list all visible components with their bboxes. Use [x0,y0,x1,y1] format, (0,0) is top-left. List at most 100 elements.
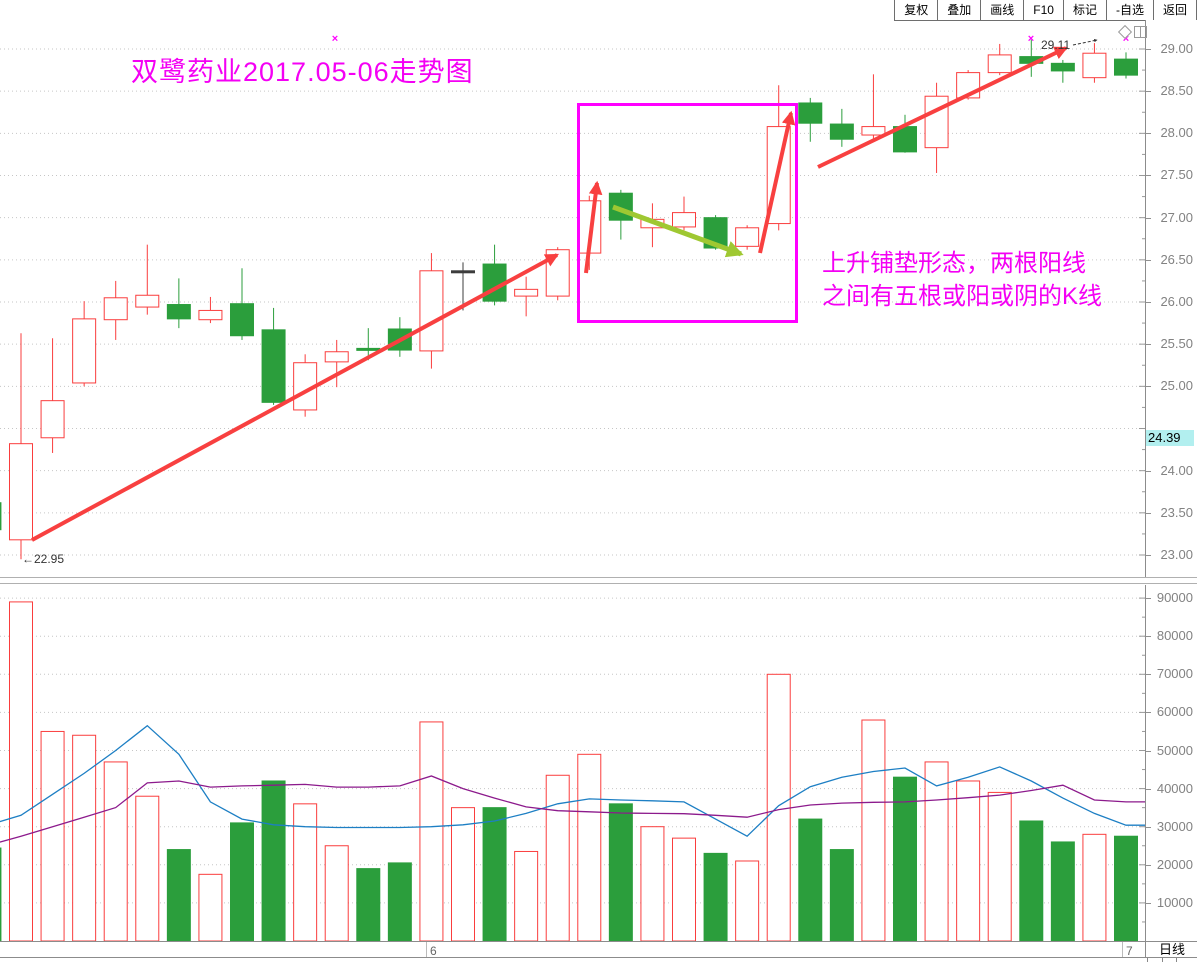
volume-axis-tick [1146,598,1151,600]
volume-bar[interactable] [387,862,412,941]
price-axis-tick [1146,301,1151,303]
month-label: 6 [430,944,437,958]
volume-bar[interactable] [956,780,981,941]
pattern-note-line1: 上升铺垫形态，两根阳线 [822,250,1086,277]
volume-bar[interactable] [608,803,633,941]
volume-bar[interactable] [482,807,507,941]
volume-bar[interactable] [135,795,160,941]
volume-bar[interactable] [703,852,728,941]
volume-bar[interactable] [1019,820,1044,941]
candle-body[interactable] [72,318,97,384]
candle-body[interactable] [40,400,65,439]
candle-body[interactable] [798,102,823,124]
price-axis-label: 25.00 [1160,378,1193,394]
volume-bar[interactable] [766,673,791,941]
toolbar-button-drawline[interactable]: 画线 [980,0,1024,21]
anchor-x-mark: × [331,33,339,45]
volume-bar[interactable] [640,826,665,941]
price-axis-tick [1146,49,1151,50]
volume-bar[interactable] [0,847,2,941]
volume-bar[interactable] [103,761,128,941]
toolbar-button-watchlist[interactable]: -自选 [1105,0,1153,21]
pattern-highlight-box [577,103,798,323]
price-axis-label: 27.50 [1160,167,1193,183]
low-price-label: ←22.95 [22,552,65,566]
volume-bar[interactable] [987,791,1012,941]
toolbar-button-overlay[interactable]: 叠加 [937,0,981,21]
candle-body[interactable] [198,309,223,321]
toolbar-button-back[interactable]: 返回 [1152,0,1197,21]
volume-bar[interactable] [72,734,97,941]
volume-bar[interactable] [261,780,286,941]
volume-bar[interactable] [40,730,65,941]
volume-axis-tick [1146,636,1151,638]
price-axis-label: 28.00 [1160,125,1193,141]
volume-bar[interactable] [671,837,696,941]
candle-body[interactable] [261,329,286,403]
volume-ma-long-line [0,775,1145,846]
price-axis-tick [1146,554,1151,556]
candle-body[interactable] [1113,58,1138,76]
price-axis-label: 26.00 [1160,293,1193,309]
candle-body[interactable] [1050,62,1075,72]
candle-body[interactable] [987,54,1012,74]
candle-body[interactable] [9,443,33,541]
split-window-icon[interactable] [1134,26,1147,38]
price-pane[interactable] [0,20,1145,577]
volume-axis: 90000 80000 70000 60000 50000 40000 30000 20000… [1145,585,1197,941]
price-axis-tick [1146,470,1151,472]
candle-body[interactable] [829,123,854,140]
volume-bar[interactable] [861,719,886,941]
volume-bar[interactable] [735,860,760,941]
volume-bar[interactable] [829,849,854,941]
pane-divider[interactable] [0,577,1197,584]
volume-bar[interactable] [577,753,602,941]
pattern-note-line2: 之间有五根或阳或阴的K线 [822,283,1103,310]
volume-bar[interactable] [9,601,33,941]
candle-body[interactable] [0,502,2,531]
volume-bar[interactable] [924,761,949,941]
candle-body[interactable] [1082,52,1107,79]
candle-body[interactable] [861,126,886,136]
volume-bar[interactable] [324,845,349,941]
volume-bar[interactable] [419,721,444,941]
candle-body[interactable] [671,212,696,228]
strip-tick [1162,958,1163,962]
candle-body[interactable] [514,288,539,297]
strip-tick [1176,958,1177,962]
volume-axis-tick [1146,864,1151,866]
price-axis-tick [1146,133,1151,135]
candle-body[interactable] [450,270,475,274]
candle-body[interactable] [356,347,381,351]
volume-bar[interactable] [166,849,191,941]
volume-bar[interactable] [1082,833,1107,941]
volume-bar[interactable] [1113,835,1138,941]
trend-arrow [584,180,603,274]
candle-body[interactable] [166,304,191,320]
volume-bar[interactable] [1050,841,1075,941]
toolbar-button-fuquan[interactable]: 复权 [894,0,938,21]
volume-bar[interactable] [293,803,318,941]
volume-bar[interactable] [798,818,823,941]
anchor-x-mark: × [1122,33,1130,45]
volume-bar[interactable] [229,822,254,941]
volume-pane[interactable] [0,585,1145,941]
toolbar-button-f10[interactable]: F10 [1023,0,1063,21]
candle-body[interactable] [324,351,349,363]
volume-axis-label: 20000 [1156,856,1193,872]
price-axis-tick [1146,217,1151,219]
candle-body[interactable] [924,95,949,149]
period-selector[interactable]: 日线 [1145,942,1197,957]
volume-bar[interactable] [198,873,223,941]
candle-body[interactable] [419,270,444,352]
price-axis: 29.00 28.50 28.00 27.50 27.00 26.50 26.00 25.50… [1145,20,1197,577]
volume-bar[interactable] [450,807,475,941]
toolbar-button-mark[interactable]: 标记 [1062,0,1106,21]
volume-bar[interactable] [514,850,539,941]
candle-body[interactable] [103,297,128,321]
candle-body[interactable] [229,303,254,337]
volume-bar[interactable] [545,774,570,941]
current-price-tag: 24.39 [1146,429,1194,446]
candle-body[interactable] [135,294,160,308]
volume-bar[interactable] [356,868,381,941]
